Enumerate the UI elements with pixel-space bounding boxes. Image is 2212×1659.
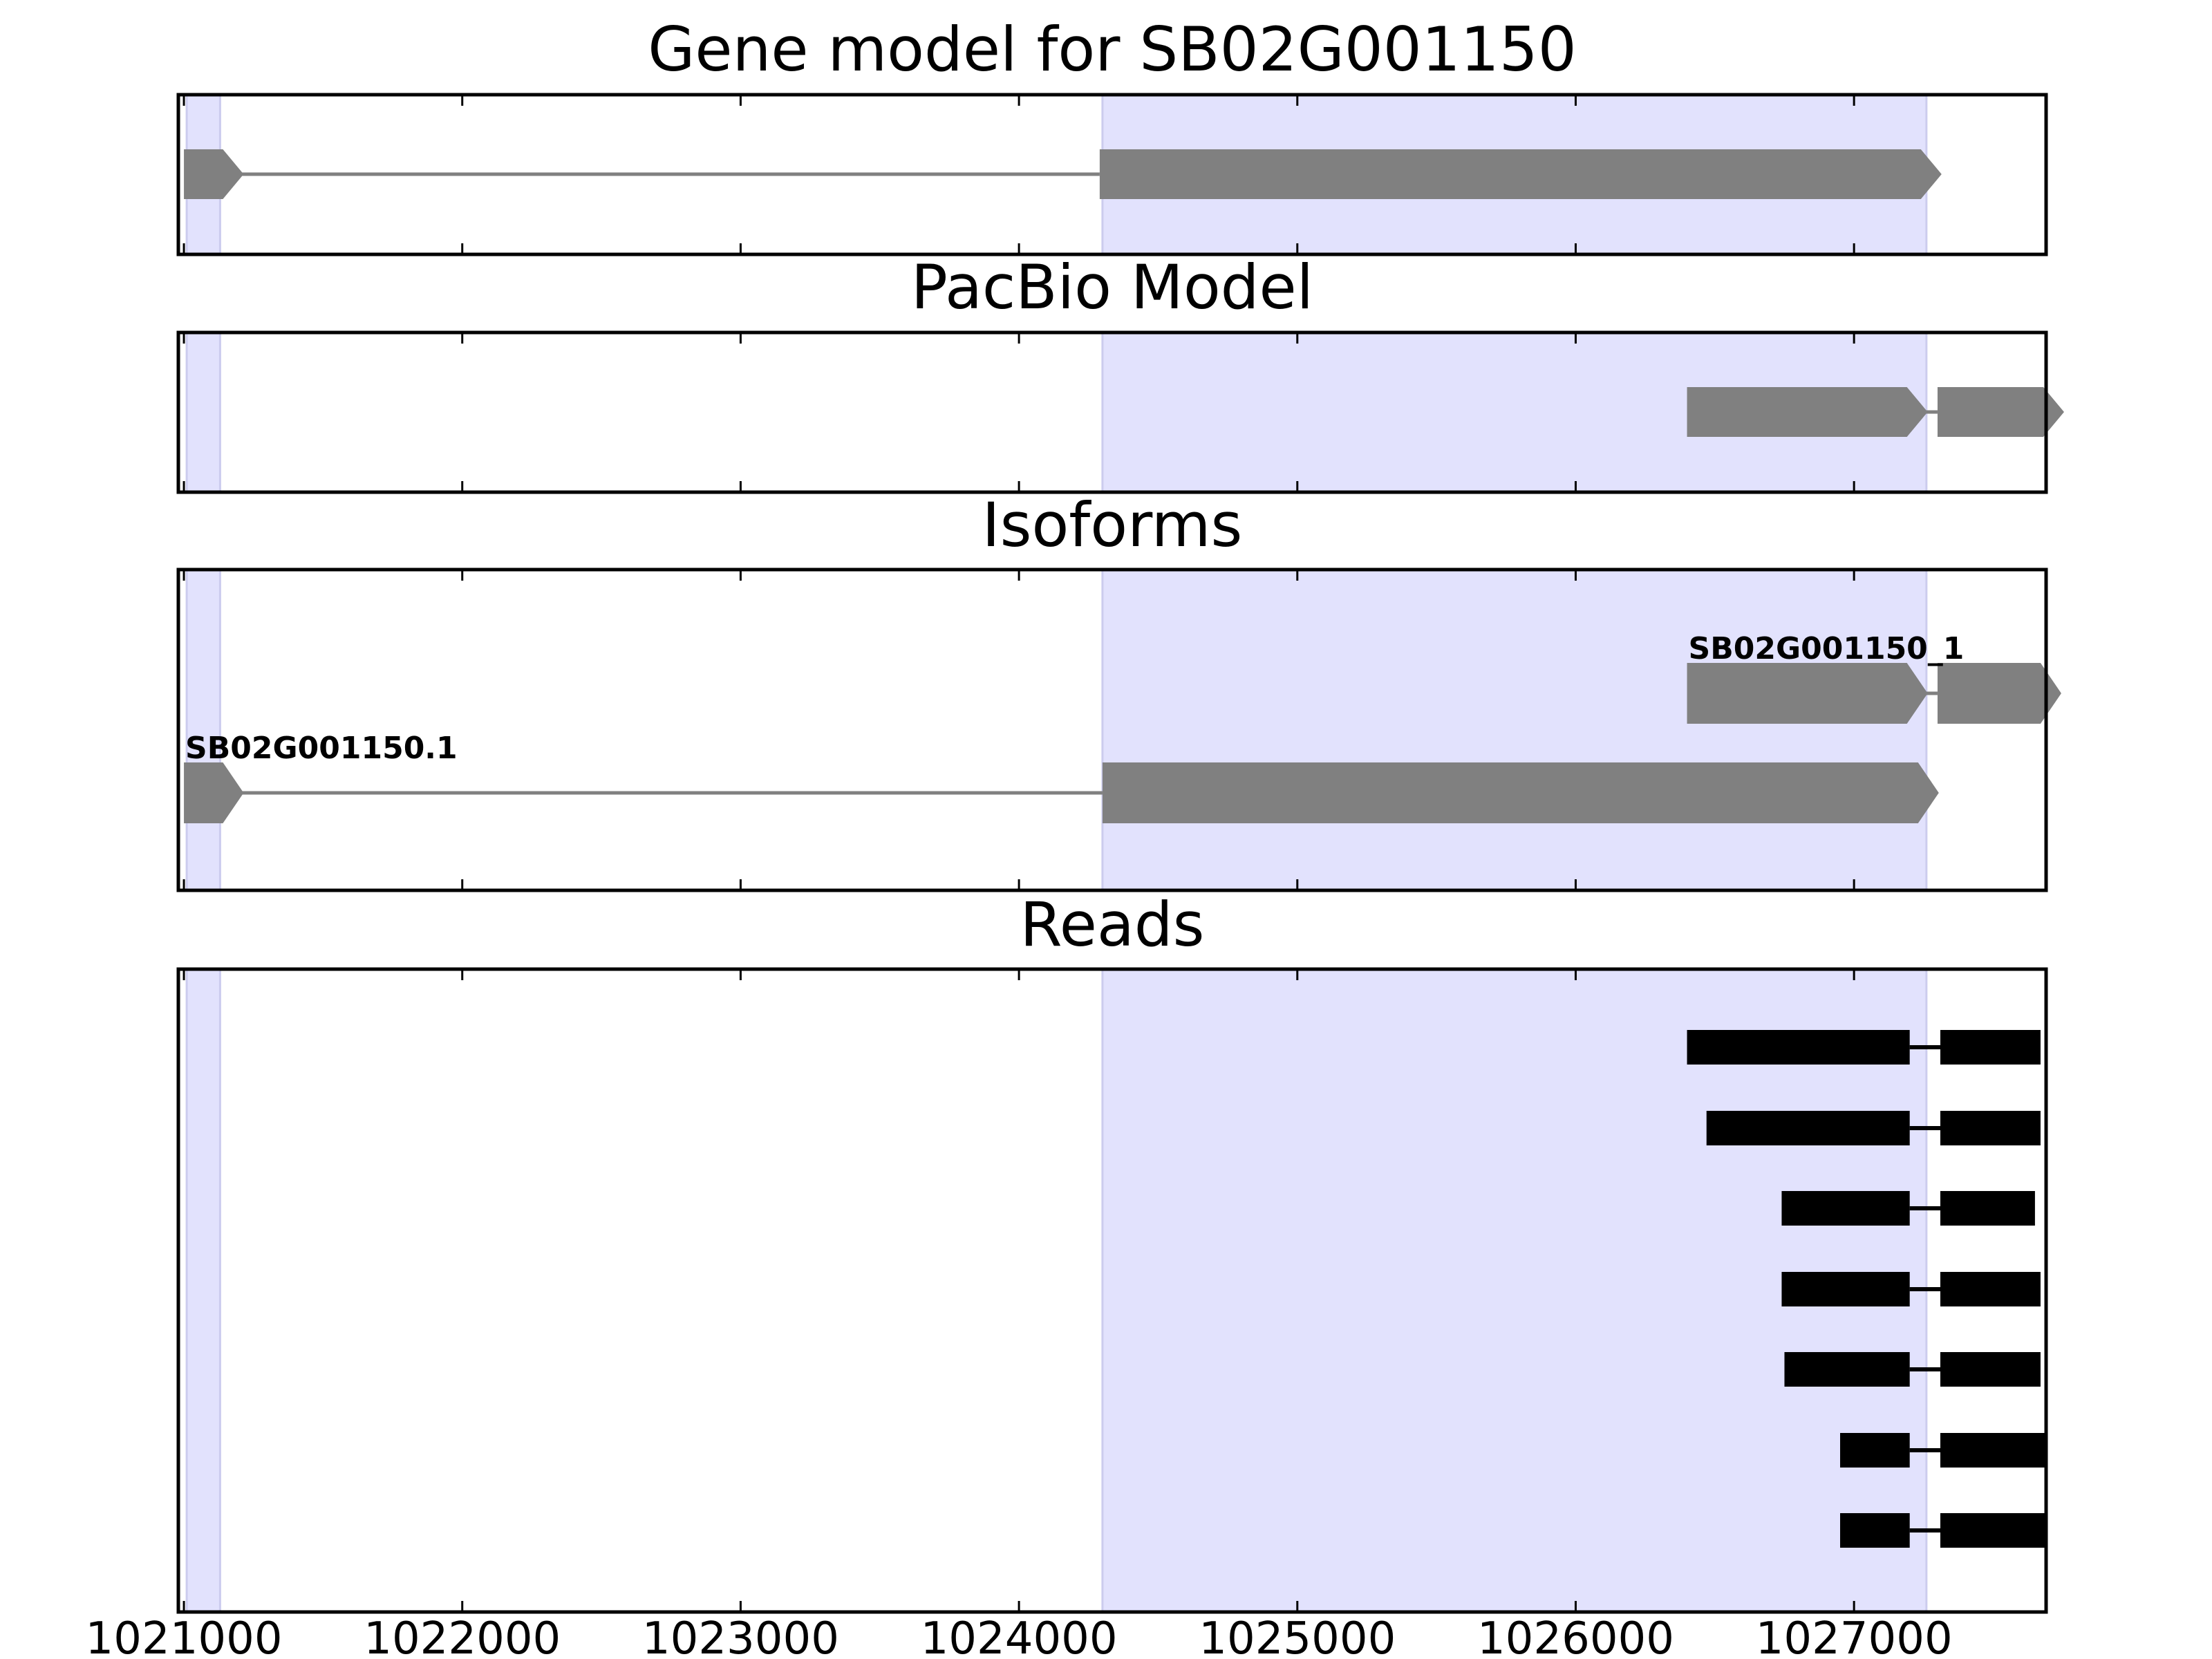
isoform-label: SB02G001150_1 (1689, 631, 1965, 666)
highlight-region (1101, 568, 1928, 892)
read-block (1940, 1433, 2046, 1468)
read-track (1687, 1030, 2041, 1065)
read-track (1840, 1433, 2046, 1468)
axes-frame (176, 967, 2048, 1614)
exon-block (184, 149, 244, 199)
axes-frame (176, 330, 2048, 494)
read-track (1784, 1352, 2041, 1387)
x-tick-label: 1026000 (1477, 1613, 1674, 1659)
gene-model-title: Gene model for SB02G001150 (648, 14, 1577, 85)
transcript-track (184, 149, 1942, 199)
x-tick-label: 1024000 (921, 1613, 1118, 1659)
read-block (1940, 1352, 2041, 1387)
exon-block (1937, 387, 2064, 437)
read-block (1940, 1513, 2046, 1548)
pacbio-model-title: PacBio Model (911, 252, 1313, 323)
read-block (1940, 1272, 2041, 1306)
x-tick-label: 1021000 (86, 1613, 283, 1659)
read-block (1840, 1513, 1910, 1548)
gene-model-panel: Gene model for SB02G001150 (176, 14, 2048, 256)
read-track (1706, 1111, 2041, 1145)
axes-frame (176, 93, 2048, 256)
read-block (1687, 1030, 1910, 1065)
transcript-track: SB02G001150_1 (1687, 631, 2061, 724)
exon-block (1687, 663, 1928, 724)
exon-block (1099, 149, 1942, 199)
read-block (1781, 1191, 1910, 1226)
x-tick-label: 1022000 (364, 1613, 561, 1659)
read-block (1784, 1352, 1910, 1387)
read-block (1781, 1272, 1910, 1306)
read-block (1940, 1111, 2041, 1145)
read-block (1840, 1433, 1910, 1468)
highlight-region (185, 568, 221, 892)
read-block (1706, 1111, 1910, 1145)
x-tick-label: 1027000 (1756, 1613, 1953, 1659)
highlight-region (185, 968, 221, 1613)
transcript-track (1687, 387, 2064, 437)
read-track (1840, 1513, 2046, 1548)
exon-block (1687, 387, 1928, 437)
isoform-label: SB02G001150.1 (185, 731, 458, 766)
x-tick-label: 1025000 (1199, 1613, 1396, 1659)
pacbio-model-panel: PacBio Model (176, 252, 2064, 494)
reads-title: Reads (1020, 889, 1205, 960)
isoforms-title: Isoforms (982, 489, 1243, 561)
exon-block (1102, 762, 1939, 823)
axes-frame (176, 568, 2048, 892)
exon-block (184, 762, 244, 823)
read-block (1940, 1191, 2035, 1226)
highlight-region (185, 331, 221, 494)
reads-panel: Reads 1021000 1022000 1023000 1024000 102500… (86, 889, 2048, 1659)
transcript-track: SB02G001150.1 (184, 731, 1939, 823)
read-track (1781, 1191, 2035, 1226)
exon-block (1937, 663, 2061, 724)
isoforms-panel: Isoforms SB02G001150_1 SB02G001150.1 (176, 489, 2061, 892)
read-block (1940, 1030, 2041, 1065)
x-tick-label: 1023000 (642, 1613, 839, 1659)
read-track (1781, 1272, 2041, 1306)
